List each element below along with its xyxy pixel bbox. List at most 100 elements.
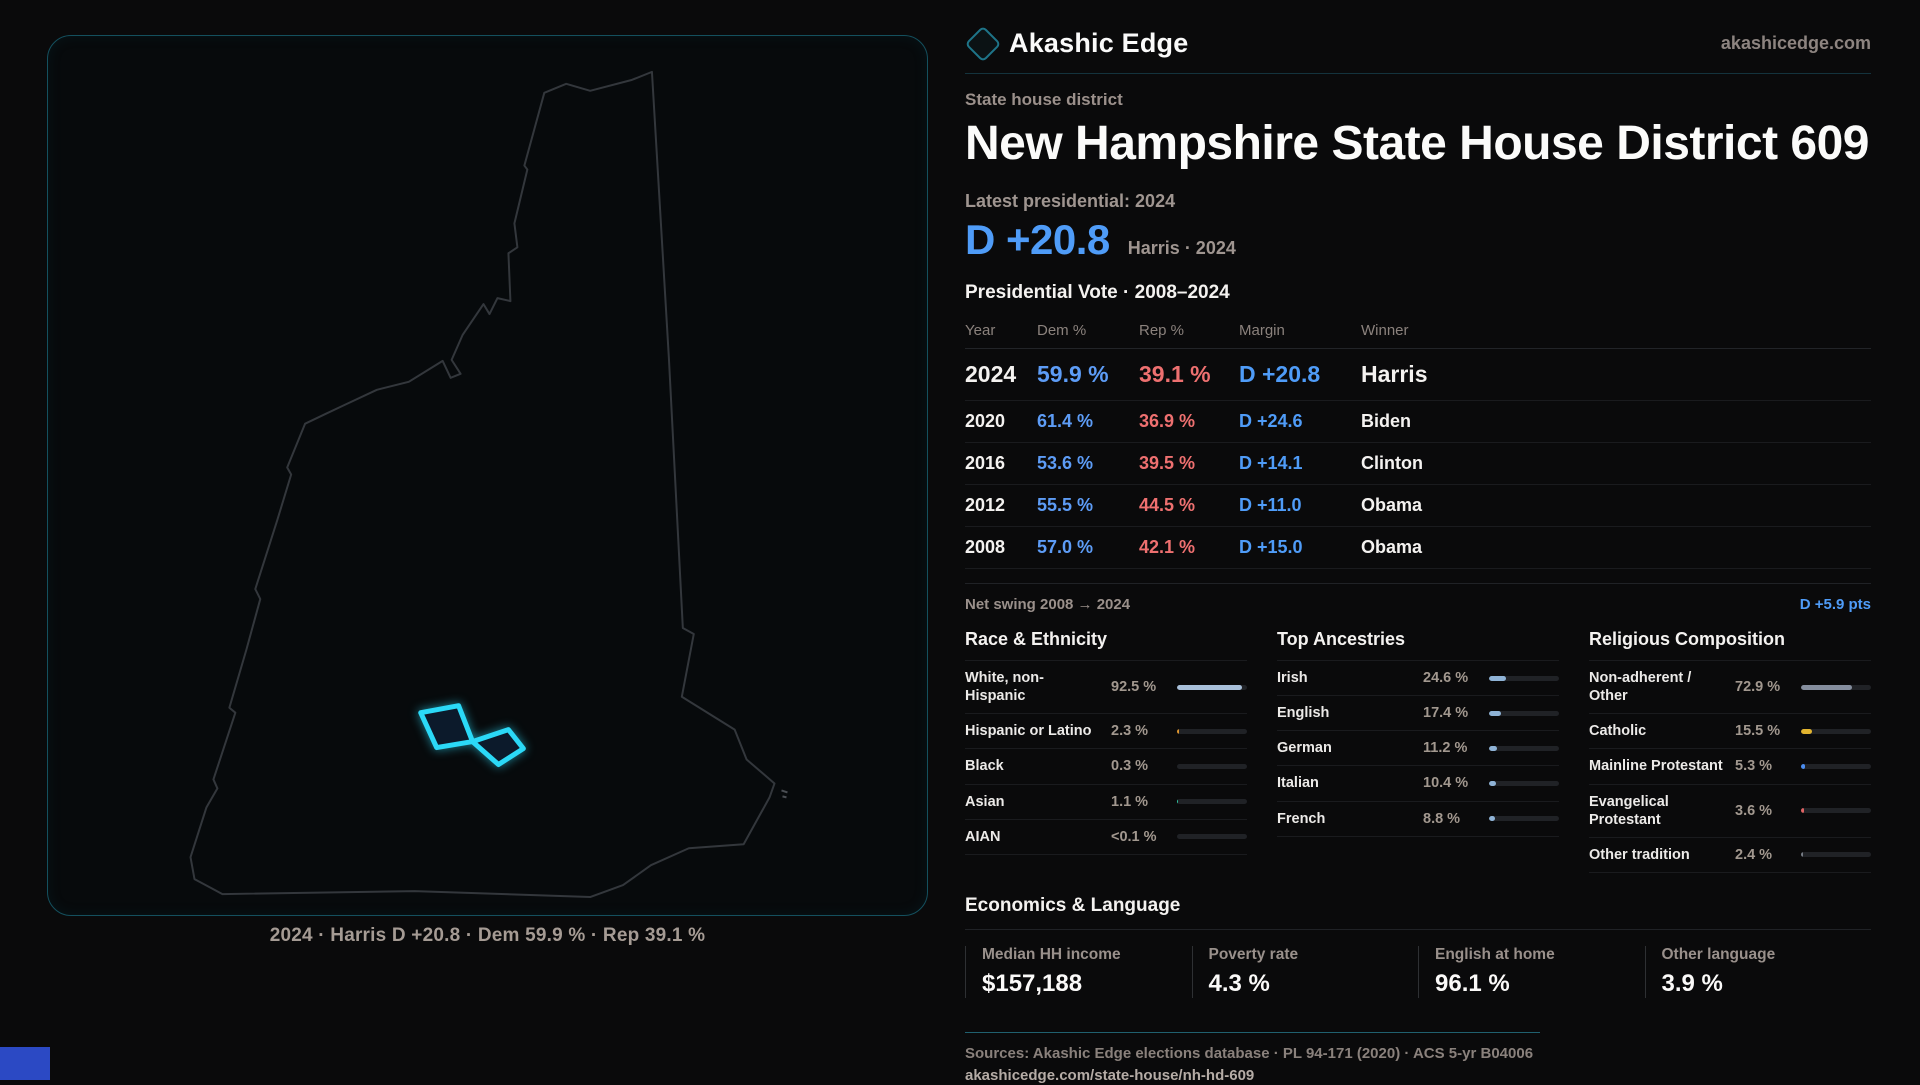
demographic-row: Other tradition 2.4 % [1589, 838, 1871, 873]
demographic-row: Mainline Protestant 5.3 % [1589, 749, 1871, 785]
new-hampshire-map [189, 70, 788, 899]
demographic-bar [1177, 684, 1247, 690]
demographic-rows: White, non-Hispanic 92.5 % Hispanic or Lat… [965, 660, 1247, 855]
table-cell: D +15.0 [1239, 537, 1303, 557]
page-title: New Hampshire State House District 609 [965, 117, 1870, 170]
demographic-bar-fill [1801, 852, 1803, 858]
table-cell: 61.4 % [1037, 411, 1094, 431]
table-cell: 2008 [965, 537, 1006, 557]
economic-stat-label: Other language [1661, 945, 1776, 963]
economic-stat: Other language 3.9 % [1644, 945, 1872, 998]
economic-stat-label: Median HH income [982, 945, 1121, 963]
table-cell: D +11.0 [1239, 495, 1302, 515]
demographic-section-title: Top Ancestries [1277, 629, 1406, 649]
demographic-bar [1177, 799, 1247, 805]
demographic-row: Asian 1.1 % [965, 785, 1247, 820]
table-col-header: Dem % [1037, 322, 1087, 339]
demographic-label: Asian [965, 793, 1005, 810]
demographic-label: Non-adherent / Other [1589, 670, 1692, 705]
pres-table-header: Year Dem % Rep % Margin Winner [965, 314, 1871, 349]
table-cell: 57.0 % [1037, 537, 1094, 557]
demographic-value: 11.2 % [1423, 740, 1468, 757]
demographic-row: English 17.4 % [1277, 696, 1559, 732]
latest-margin-value: D +20.8 [965, 216, 1110, 263]
table-cell: 2016 [965, 453, 1006, 473]
economic-stat-label: English at home [1435, 945, 1555, 963]
table-col-header: Year [965, 322, 996, 339]
demographic-value: 0.3 % [1111, 758, 1149, 775]
table-row: 2008 57.0 % 42.1 % D +15.0 Obama [965, 527, 1871, 569]
table-cell: Obama [1361, 495, 1423, 515]
brand-name: Akashic Edge [1009, 28, 1189, 58]
demographic-value: 2.4 % [1735, 846, 1773, 863]
economic-stat-value: 3.9 % [1661, 969, 1723, 997]
economic-stat-value: 96.1 % [1435, 969, 1510, 997]
pres-table-body: 2024 59.9 % 39.1 % D +20.8 Harris 2020 61.4 % 3… [965, 349, 1871, 569]
table-cell: Harris [1361, 361, 1428, 387]
demographic-value: 5.3 % [1735, 758, 1773, 775]
demographic-row: Italian 10.4 % [1277, 766, 1559, 802]
footer-divider [965, 1031, 1540, 1033]
district-detail-panel: Akashic Edge akashicedge.com State house… [964, 25, 1872, 1085]
demographic-value: 92.5 % [1111, 679, 1157, 696]
table-cell: 55.5 % [1037, 495, 1094, 515]
demographic-bar-fill [1801, 763, 1805, 769]
demographic-label: Other tradition [1589, 846, 1690, 863]
table-cell: 39.5 % [1139, 453, 1196, 473]
table-row: 2024 59.9 % 39.1 % D +20.8 Harris [965, 349, 1871, 401]
demographic-row: German 11.2 % [1277, 731, 1559, 767]
demographic-bar-fill [1801, 684, 1853, 690]
demographic-label: Black [965, 758, 1004, 775]
economic-stat-value: 4.3 % [1208, 969, 1270, 997]
demographic-section: Race & Ethnicity White, non-Hispanic 92.5 … [965, 629, 1247, 873]
demographic-value: 17.4 % [1423, 705, 1469, 722]
demographic-label: Mainline Protestant [1589, 758, 1723, 775]
demographic-value: 1.1 % [1111, 793, 1149, 810]
demographic-row: Evangelical Protestant 3.6 % [1589, 785, 1871, 838]
economic-stat: Poverty rate 4.3 % [1191, 945, 1419, 998]
table-cell: 59.9 % [1037, 361, 1109, 387]
table-col-header: Rep % [1139, 322, 1185, 339]
table-cell: 2012 [965, 495, 1006, 515]
demographic-bar-fill [1177, 684, 1242, 690]
district-highlight[interactable] [418, 703, 526, 768]
demographic-value: 10.4 % [1423, 775, 1469, 792]
economics-stats: Median HH income $157,188 Poverty rate 4.3 … [965, 945, 1872, 998]
demographic-bar-fill [1489, 816, 1496, 822]
demographic-row: Non-adherent / Other 72.9 % [1589, 661, 1871, 715]
page-url-link[interactable]: akashicedge.com/state-house/nh-hd-609 [965, 1066, 1255, 1084]
demographic-bar [1489, 780, 1559, 786]
demographic-label: Catholic [1589, 723, 1647, 740]
economic-stat: English at home 96.1 % [1418, 945, 1645, 998]
demographic-value: <0.1 % [1111, 828, 1157, 845]
latest-margin-detail: Harris · 2024 [1127, 238, 1236, 258]
demographic-label: Hispanic or Latino [965, 723, 1092, 740]
table-cell: 42.1 % [1139, 537, 1196, 557]
demographic-bar-fill [1177, 728, 1179, 734]
net-swing-label: Net swing 2008 → 2024 [965, 596, 1131, 613]
sources-text: Sources: Akashic Edge elections database… [965, 1044, 1534, 1062]
demographic-bar-fill [1489, 780, 1497, 786]
table-cell: Clinton [1361, 453, 1423, 473]
demographic-bar [1177, 728, 1247, 734]
demographic-row: Irish 24.6 % [1277, 661, 1559, 697]
bottom-left-accent-block [0, 1047, 50, 1080]
demographic-value: 2.3 % [1111, 723, 1149, 740]
table-cell: 44.5 % [1139, 495, 1196, 515]
demographic-row: Catholic 15.5 % [1589, 714, 1871, 750]
demographic-bar [1801, 763, 1871, 769]
demographic-value: 8.8 % [1423, 810, 1461, 827]
demographic-label: German [1277, 740, 1332, 757]
demographic-row: French 8.8 % [1277, 802, 1559, 837]
demographic-bar [1489, 816, 1559, 822]
net-swing-row: Net swing 2008 → 2024 D +5.9 pts [965, 583, 1871, 613]
demographic-bar-fill [1801, 808, 1804, 814]
demographic-bar [1801, 684, 1871, 690]
net-swing-value: D +5.9 pts [1799, 596, 1871, 613]
demographic-label: White, non-Hispanic [965, 670, 1044, 705]
brand-domain-link[interactable]: akashicedge.com [1720, 33, 1871, 53]
table-row: 2012 55.5 % 44.5 % D +11.0 Obama [965, 485, 1871, 527]
footer: Sources: Akashic Edge elections database… [965, 1031, 1871, 1085]
demographic-row: Black 0.3 % [965, 749, 1247, 785]
table-cell: D +24.6 [1239, 411, 1303, 431]
